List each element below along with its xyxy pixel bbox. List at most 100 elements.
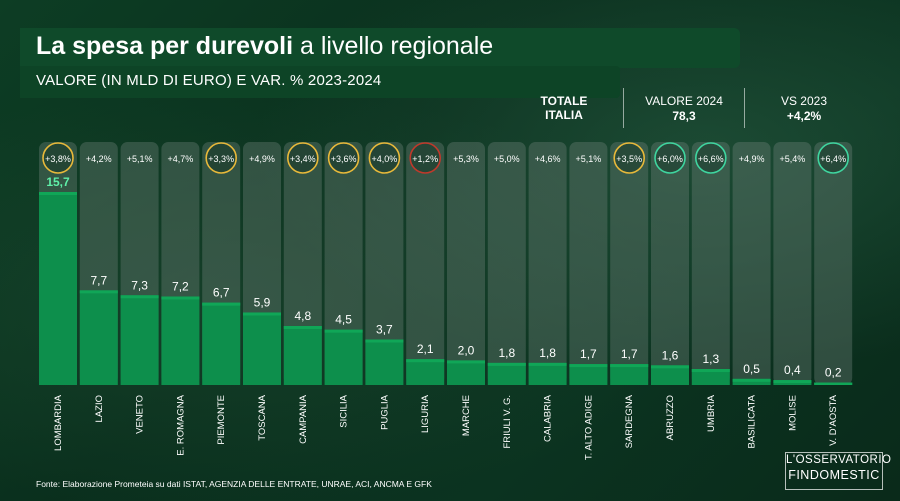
value-label: 4,8 xyxy=(294,309,311,323)
category-label: BASILICATA xyxy=(747,394,758,448)
logo-line1: L'OSSERVATORIO xyxy=(786,454,892,466)
bar-top xyxy=(365,339,404,343)
totale-vs: VS 2023 +4,2% xyxy=(752,94,856,124)
column-bg xyxy=(610,142,649,385)
bar xyxy=(120,295,159,385)
var-label: +4,7% xyxy=(168,154,194,164)
var-ring xyxy=(205,142,237,174)
var-label: +6,0% xyxy=(657,154,683,164)
bar-top xyxy=(324,329,363,333)
var-label: +6,6% xyxy=(698,154,724,164)
var-label: +5,0% xyxy=(494,154,520,164)
totale-valore-head: VALORE 2024 xyxy=(645,94,723,108)
bar xyxy=(39,192,77,385)
var-ring xyxy=(286,142,319,174)
value-label: 4,5 xyxy=(335,313,352,327)
var-label: +5,3% xyxy=(453,154,479,164)
var-label: +6,4% xyxy=(820,154,846,164)
column-bg xyxy=(528,142,567,385)
bar-top xyxy=(610,364,649,368)
column-bg xyxy=(406,142,445,385)
column-bg xyxy=(814,142,853,385)
category-label: LOMBARDIA xyxy=(53,394,64,451)
brand-logo: L'OSSERVATORIO FINDOMESTIC xyxy=(785,452,892,490)
subtitle-banner xyxy=(20,66,620,98)
var-label: +3,4% xyxy=(290,154,316,164)
value-label: 6,7 xyxy=(213,286,230,300)
bar xyxy=(202,302,241,385)
bar-top xyxy=(202,302,241,306)
bar-top xyxy=(161,296,200,300)
bar xyxy=(365,339,404,385)
value-label: 15,7 xyxy=(46,175,70,189)
column-bg xyxy=(447,142,485,385)
category-label: MOLISE xyxy=(787,395,798,431)
page-title: La spesa per durevoli a livello regional… xyxy=(36,32,493,61)
bar-top xyxy=(651,365,689,369)
bar-top xyxy=(243,312,281,316)
var-label: +4,2% xyxy=(86,154,112,164)
value-label: 3,7 xyxy=(376,323,393,337)
category-label: SARDEGNA xyxy=(624,394,635,448)
var-ring xyxy=(613,142,646,174)
var-label: +4,0% xyxy=(372,154,398,164)
totale-label-line1: TOTALE xyxy=(540,94,588,108)
title-banner xyxy=(20,28,740,68)
category-label: PIEMONTE xyxy=(216,395,227,445)
bar xyxy=(243,312,281,385)
column-bg xyxy=(569,142,608,385)
var-label: +3,8% xyxy=(45,154,71,164)
var-label: +5,4% xyxy=(780,154,806,164)
var-label: +5,1% xyxy=(576,154,602,164)
column-bg xyxy=(773,142,812,385)
category-label: PUGLIA xyxy=(379,394,390,430)
bar xyxy=(79,290,118,385)
column-bg xyxy=(365,142,404,385)
totale-label: TOTALE ITALIA xyxy=(536,94,592,122)
var-label: +3,6% xyxy=(331,154,357,164)
var-label: +4,9% xyxy=(249,154,275,164)
bar-top xyxy=(814,382,853,385)
value-label: 7,2 xyxy=(172,279,189,293)
column-bg xyxy=(651,142,689,385)
var-label: +4,6% xyxy=(535,154,561,164)
value-label: 1,7 xyxy=(621,347,638,361)
column-bg xyxy=(691,142,730,385)
value-label: 0,2 xyxy=(825,366,842,380)
var-ring xyxy=(327,142,360,174)
bar xyxy=(610,364,649,385)
bar xyxy=(651,365,689,385)
value-label: 1,7 xyxy=(580,347,597,361)
category-label: LIGURIA xyxy=(420,394,431,433)
bar-top xyxy=(79,290,118,294)
value-label: 1,3 xyxy=(702,352,719,366)
value-label: 5,9 xyxy=(254,295,271,309)
title-bold: La spesa per durevoli xyxy=(36,32,294,60)
totale-valore: VALORE 2024 78,3 xyxy=(632,94,736,124)
bar xyxy=(528,362,567,385)
bar-top xyxy=(447,360,485,364)
title-light: a livello regionale xyxy=(293,32,494,60)
bar xyxy=(447,360,485,385)
totale-vs-value: +4,2% xyxy=(786,109,822,123)
bar xyxy=(569,364,608,385)
bar xyxy=(324,329,363,385)
value-label: 2,1 xyxy=(417,342,434,356)
category-label: LAZIO xyxy=(94,395,105,422)
category-label: VENETO xyxy=(135,395,146,434)
bar-top xyxy=(569,364,608,368)
category-label: MARCHE xyxy=(461,395,472,436)
column-bg xyxy=(732,142,771,385)
bar xyxy=(732,378,771,385)
totale-divider-2 xyxy=(744,88,745,128)
bar-top xyxy=(732,378,771,382)
source-note: Fonte: Elaborazione Prometeia su dati IS… xyxy=(36,479,432,489)
category-label: E. ROMAGNA xyxy=(175,394,186,455)
category-label: UMBRIA xyxy=(706,394,717,432)
var-ring xyxy=(368,142,401,174)
bar xyxy=(691,369,730,385)
value-label: 1,6 xyxy=(662,348,679,362)
value-label: 7,3 xyxy=(131,278,148,292)
totale-label-line2: ITALIA xyxy=(545,108,583,122)
